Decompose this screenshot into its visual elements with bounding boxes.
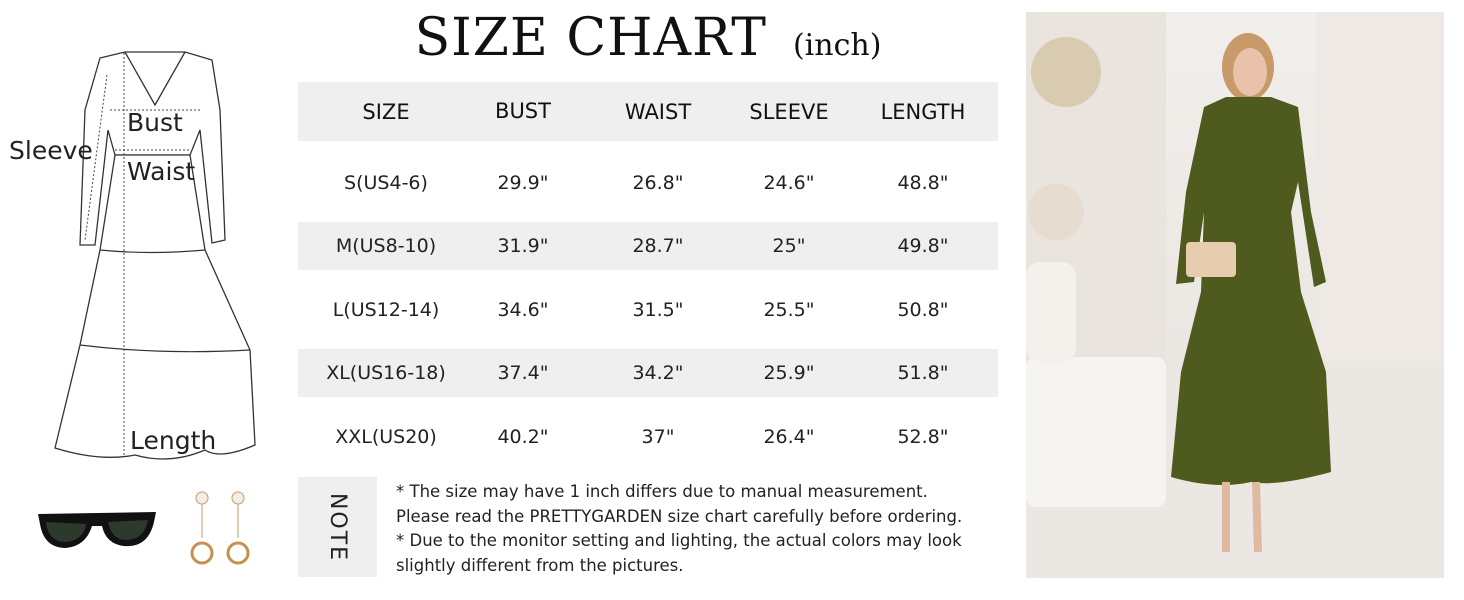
waist-cell: 31.5" [632,299,684,321]
length-cell: 48.8" [897,172,949,194]
size-cell: L(US12-14) [332,299,440,321]
sleeve-cell: 25.9" [763,362,815,384]
sunglasses-icon [38,512,156,548]
note-line: slightly different from the pictures. [396,555,684,575]
dress-diagram [54,51,256,460]
bust-cell: 34.6" [497,299,549,321]
sleeve-label: Sleeve [9,136,93,165]
waist-cell: 28.7" [632,235,684,257]
header-bust: BUST [495,99,551,123]
model-photo-image [1026,12,1444,578]
header-length: LENGTH [880,100,966,124]
size-cell: XL(US16-18) [326,362,446,384]
note-box [298,477,377,577]
table-row-band [298,349,998,397]
sleeve-cell: 24.6" [763,172,815,194]
length-cell: 52.8" [897,426,949,448]
size-cell: M(US8-10) [335,235,437,257]
note-line: * Due to the monitor setting and lightin… [396,531,962,550]
sleeve-cell: 25.5" [763,299,815,321]
header-sleeve: SLEEVE [749,100,829,124]
header-size: SIZE [362,100,410,124]
waist-label: Waist [127,157,196,186]
model-photo [1026,12,1444,578]
header-waist: WAIST [624,100,692,124]
bust-label: Bust [127,108,183,137]
length-cell: 51.8" [897,362,949,384]
bust-cell: 40.2" [497,426,549,448]
earrings-icon [190,491,250,565]
waist-cell: 26.8" [632,172,684,194]
size-cell: S(US4-6) [344,172,428,194]
title-main: SIZE CHART [414,8,767,68]
size-chart-title: SIZE CHART (inch) [298,8,998,68]
waist-cell: 34.2" [632,362,684,384]
sleeve-cell: 25" [772,235,806,257]
length-label: Length [130,426,217,455]
note-line: * The size may have 1 inch differs due t… [396,482,928,501]
size-cell: XXL(US20) [335,426,437,448]
note-label-text: NOTE [325,492,350,562]
bust-cell: 37.4" [497,362,549,384]
waist-cell: 37" [641,426,675,448]
sleeve-cell: 26.4" [763,426,815,448]
note-label: NOTE [298,477,377,577]
note-text: * The size may have 1 inch differs due t… [396,480,962,578]
length-cell: 50.8" [897,299,949,321]
table-header-band [298,82,998,141]
table-row-band [298,222,998,270]
bust-cell: 29.9" [497,172,549,194]
title-unit: (inch) [792,28,882,63]
length-cell: 49.8" [897,235,949,257]
bust-cell: 31.9" [497,235,549,257]
note-line: Please read the PRETTYGARDEN size chart … [396,506,963,526]
